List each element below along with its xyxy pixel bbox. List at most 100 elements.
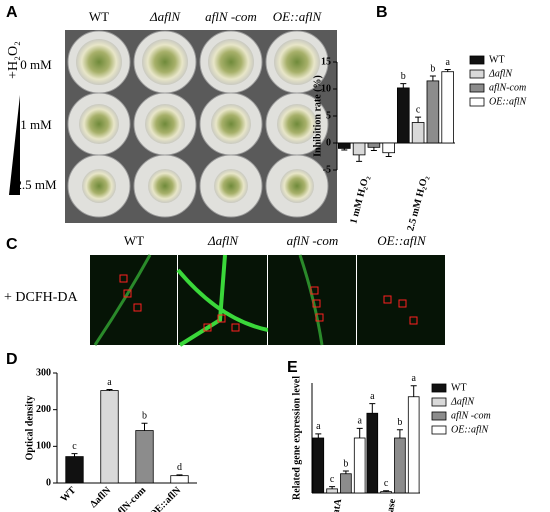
- significance-letter: c: [384, 478, 389, 489]
- roi-box: [203, 323, 212, 332]
- treatment-label: +H₂O₂: [6, 41, 21, 79]
- legend-label: WT: [489, 54, 505, 65]
- column-header: ΔaflN: [149, 9, 181, 24]
- treatment-label: + DCFH-DA: [4, 290, 79, 305]
- bar: [65, 456, 84, 484]
- y-axis-label: Related gene expression level: [291, 376, 302, 500]
- y-tick-label: 200: [36, 404, 51, 415]
- bar: [352, 142, 366, 156]
- y-axis-label: Optical density: [24, 396, 35, 461]
- error-bar: [400, 83, 407, 88]
- error-bar: [369, 403, 376, 414]
- column-header: aflN -com: [205, 9, 257, 24]
- significance-letter: a: [107, 377, 112, 388]
- panel-letter: D: [6, 351, 18, 368]
- bar: [170, 475, 189, 484]
- gradient-wedge: [9, 95, 20, 195]
- y-tick-label: -5: [323, 164, 331, 175]
- significance-letter: a: [316, 421, 321, 432]
- colony: [280, 169, 314, 203]
- error-bar: [176, 474, 183, 476]
- significance-letter: b: [430, 63, 435, 74]
- significance-letter: d: [177, 462, 182, 473]
- colony: [148, 169, 182, 203]
- column-header: OE::aflN: [273, 9, 323, 24]
- roi-box: [217, 314, 226, 323]
- error-bar: [315, 433, 322, 438]
- x-tick-label: catA: [330, 497, 344, 512]
- roi-box: [315, 313, 324, 322]
- error-bar: [370, 147, 377, 152]
- x-tick-label: aflN-com: [113, 484, 149, 512]
- y-tick-label: 5: [326, 110, 331, 121]
- colony: [76, 39, 122, 85]
- legend-swatch: [469, 83, 485, 93]
- error-bar: [341, 148, 348, 151]
- legend-label: aflN-com: [489, 82, 526, 93]
- error-bar: [429, 75, 436, 81]
- bar: [407, 396, 420, 494]
- error-bar: [385, 152, 392, 157]
- y-tick-label: 0: [46, 477, 51, 488]
- panel-letter: E: [287, 359, 298, 376]
- legend-label: ΔaflN: [488, 68, 513, 79]
- y-tick-label: 15: [321, 56, 331, 67]
- bar: [312, 437, 325, 494]
- colony: [214, 169, 248, 203]
- error-bar: [356, 154, 363, 162]
- colony: [82, 169, 116, 203]
- significance-letter: c: [416, 104, 421, 115]
- bar: [396, 87, 410, 144]
- row-label: 2.5 mM: [15, 177, 57, 192]
- roi-box: [310, 286, 319, 295]
- bar: [366, 412, 379, 494]
- error-bar: [356, 427, 363, 438]
- roi-box: [119, 274, 128, 283]
- bar: [367, 142, 381, 148]
- error-bar: [71, 453, 78, 457]
- significance-letter: b: [401, 71, 406, 82]
- legend-label: ΔaflN: [450, 396, 475, 407]
- colony: [274, 39, 320, 85]
- bar: [340, 473, 352, 494]
- bar: [411, 122, 425, 144]
- error-bar: [329, 486, 336, 489]
- error-bar: [141, 422, 148, 431]
- significance-letter: c: [330, 474, 335, 485]
- bar: [394, 437, 406, 494]
- legend-label: aflN -com: [451, 410, 491, 421]
- legend-swatch: [469, 97, 485, 107]
- bar: [380, 491, 392, 494]
- x-tick-label: WT: [59, 485, 79, 505]
- significance-letter: a: [370, 391, 375, 402]
- bar: [135, 430, 154, 484]
- legend-swatch: [431, 383, 447, 393]
- legend-swatch: [431, 425, 447, 435]
- significance-letter: a: [411, 373, 416, 384]
- colony: [142, 39, 188, 85]
- row-label: 1 mM: [20, 117, 52, 132]
- y-tick-label: 10: [321, 83, 331, 94]
- roi-box: [409, 316, 418, 325]
- colony: [211, 104, 251, 144]
- bar: [426, 80, 440, 144]
- hypha: [93, 254, 152, 346]
- bar: [337, 142, 351, 149]
- column-header: OE::aflN: [377, 233, 427, 248]
- bar: [441, 71, 454, 144]
- x-tick-label: catalase: [381, 497, 398, 512]
- roi-box: [383, 295, 392, 304]
- significance-letter: b: [397, 417, 402, 428]
- x-tick-label: OE::aflN: [148, 484, 184, 512]
- y-tick-label: 300: [36, 367, 51, 378]
- column-header: WT: [124, 233, 144, 248]
- colony: [145, 104, 185, 144]
- error-bar: [106, 389, 113, 391]
- panel-letter: C: [6, 236, 18, 253]
- panel-letter: A: [6, 4, 18, 21]
- roi-box: [398, 299, 407, 308]
- x-tick-label: 2.5 mM H₂O₂: [405, 175, 430, 233]
- hypha: [176, 254, 269, 347]
- roi-box: [231, 323, 240, 332]
